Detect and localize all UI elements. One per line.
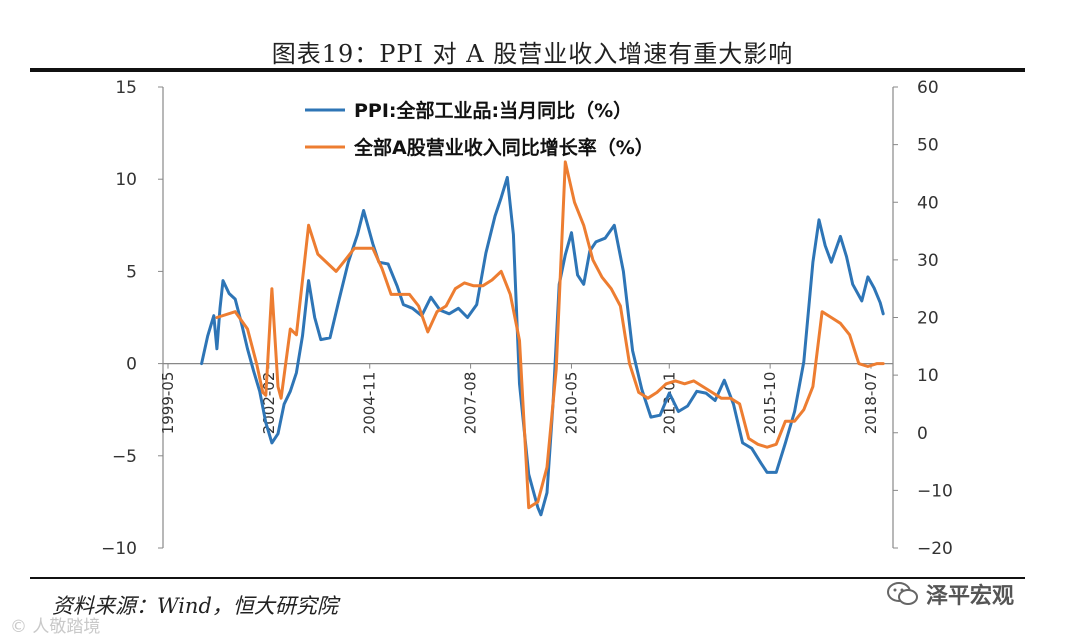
top-rule: [30, 68, 1025, 72]
right-tick-label: 40: [917, 193, 939, 213]
chart-canvas: −10 −5 0 5 10 15 −20 −10 0 10 20 30 40 50 60 1999-05 200…: [101, 78, 953, 559]
wechat-icon: [887, 582, 918, 605]
series-line-1: [200, 175, 885, 517]
left-tick-label: −10: [101, 539, 137, 559]
watermark-left: © 人敬踏境: [10, 617, 101, 637]
x-tick-label: 2015-10: [761, 372, 779, 435]
x-tick-label: 2010-05: [562, 372, 580, 435]
right-tick-label: 20: [917, 309, 939, 329]
x-tick-label: 1999-05: [159, 372, 177, 435]
x-tick-label: 2013-01: [660, 372, 678, 435]
x-tick-label: 2007-08: [462, 372, 480, 435]
left-tick-label: 10: [115, 170, 137, 190]
x-tick-label: 2018-07: [862, 372, 880, 435]
left-tick-label: 0: [126, 355, 137, 375]
right-tick-label: 60: [917, 78, 939, 98]
right-tick-label: −20: [917, 539, 953, 559]
watermark-right: 泽平宏观: [886, 578, 1014, 610]
right-tick-label: −10: [917, 481, 953, 501]
bottom-rule: [30, 577, 1025, 579]
source-note: 资料来源：Wind，恒大研究院: [52, 594, 338, 618]
x-tick-label: 2004-11: [361, 372, 379, 435]
chart-legend: PPI:全部工业品:当月同比（%） 全部A股营业收入同比增长率（%）: [305, 99, 654, 159]
legend-label-2: 全部A股营业收入同比增长率（%）: [353, 136, 654, 159]
watermark-right-text: 泽平宏观: [926, 584, 1015, 609]
chart-axes: −10 −5 0 5 10 15 −20 −10 0 10 20 30 40 50 60 1999-05 200…: [101, 78, 953, 559]
left-tick-label: −5: [112, 447, 137, 467]
right-tick-label: 30: [917, 251, 939, 271]
right-tick-label: 50: [917, 136, 939, 156]
legend-label-1: PPI:全部工业品:当月同比（%）: [354, 99, 632, 122]
chart-title: 图表19：PPI 对 A 股营业收入增速有重大影响: [271, 40, 794, 68]
chart-series-lines: [200, 160, 885, 517]
left-tick-label: 15: [115, 78, 137, 98]
right-tick-label: 0: [917, 424, 928, 444]
left-tick-label: 5: [126, 262, 137, 282]
right-tick-label: 10: [917, 366, 939, 386]
series-line-2: [215, 160, 885, 510]
